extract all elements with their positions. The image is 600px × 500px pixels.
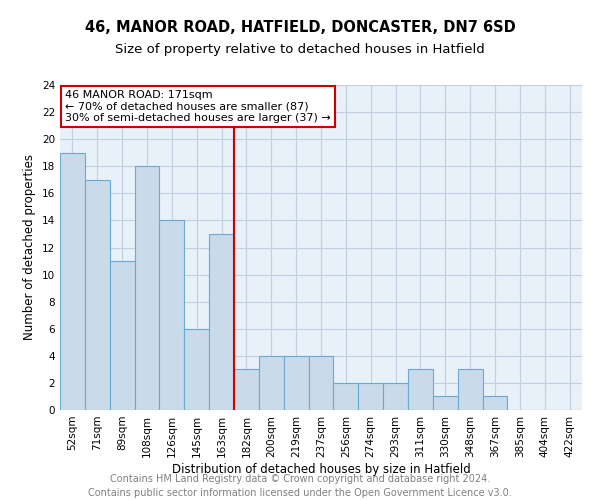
- Bar: [234, 370, 259, 410]
- Text: 46 MANOR ROAD: 171sqm
← 70% of detached houses are smaller (87)
30% of semi-deta: 46 MANOR ROAD: 171sqm ← 70% of detached …: [65, 90, 331, 123]
- Bar: [334, 383, 358, 410]
- Bar: [259, 356, 284, 410]
- Bar: [85, 180, 110, 410]
- Bar: [160, 220, 184, 410]
- Bar: [458, 370, 482, 410]
- Bar: [184, 329, 209, 410]
- Text: Size of property relative to detached houses in Hatfield: Size of property relative to detached ho…: [115, 42, 485, 56]
- Bar: [134, 166, 160, 410]
- Bar: [110, 261, 134, 410]
- Y-axis label: Number of detached properties: Number of detached properties: [23, 154, 37, 340]
- Bar: [284, 356, 308, 410]
- Bar: [60, 152, 85, 410]
- Bar: [209, 234, 234, 410]
- Bar: [482, 396, 508, 410]
- X-axis label: Distribution of detached houses by size in Hatfield: Distribution of detached houses by size …: [172, 462, 470, 475]
- Bar: [308, 356, 334, 410]
- Text: 46, MANOR ROAD, HATFIELD, DONCASTER, DN7 6SD: 46, MANOR ROAD, HATFIELD, DONCASTER, DN7…: [85, 20, 515, 35]
- Bar: [358, 383, 383, 410]
- Text: Contains HM Land Registry data © Crown copyright and database right 2024.
Contai: Contains HM Land Registry data © Crown c…: [88, 474, 512, 498]
- Bar: [408, 370, 433, 410]
- Bar: [383, 383, 408, 410]
- Bar: [433, 396, 458, 410]
